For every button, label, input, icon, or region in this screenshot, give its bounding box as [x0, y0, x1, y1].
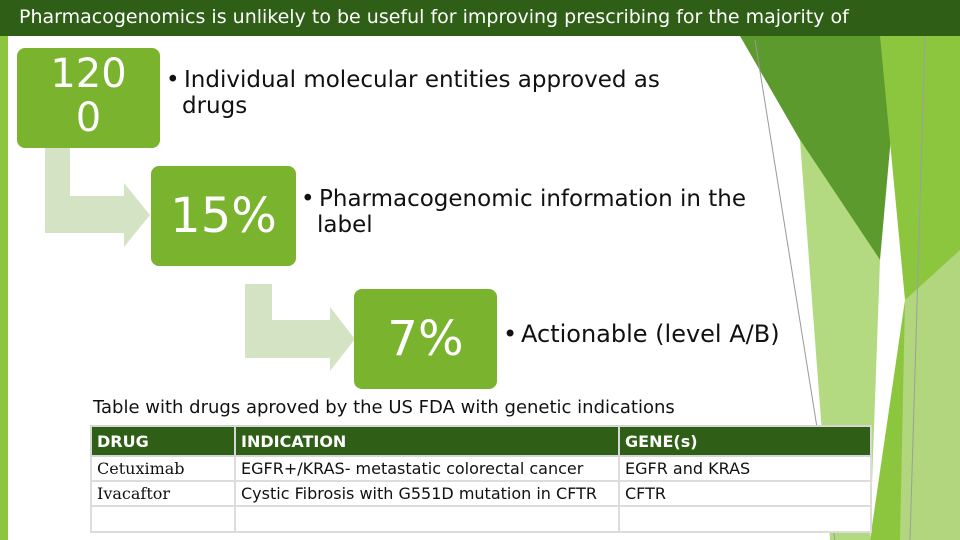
- table-row-empty: [90, 505, 872, 533]
- step-value-1-line2: 0: [75, 95, 102, 141]
- arrow-step2-to-step3: [245, 284, 355, 371]
- drug-table: DRUG INDICATION GENE(s) Cetuximab EGFR+/…: [90, 425, 872, 533]
- cell-drug: Ivacaftor: [90, 480, 236, 507]
- table-caption: Table with drugs aproved by the US FDA w…: [93, 397, 675, 418]
- deco-left-edge-bar: [0, 36, 8, 540]
- table-row: Ivacaftor Cystic Fibrosis with G551D mut…: [90, 480, 872, 507]
- step-value-2: 15%: [170, 188, 277, 244]
- table-header-row: DRUG INDICATION GENE(s): [90, 425, 872, 457]
- bullet-dot: •: [166, 67, 180, 93]
- table-row: Cetuximab EGFR+/KRAS- metastatic colorec…: [90, 455, 872, 482]
- deco-thin-line-2: [909, 35, 926, 540]
- step-text-2-line1: Pharmacogenomic information in the: [319, 186, 747, 212]
- step-value-1-line1: 120: [50, 51, 127, 97]
- step-box-2: 15%: [151, 166, 296, 266]
- cell-indication: EGFR+/KRAS- metastatic colorectal cancer: [234, 455, 620, 482]
- arrow-step1-to-step2: [45, 148, 150, 247]
- cell-empty: [234, 505, 620, 533]
- step-text-1: • Individual molecular entities approved …: [166, 67, 726, 119]
- header-indication: INDICATION: [234, 425, 620, 457]
- cell-genes: EGFR and KRAS: [618, 455, 872, 482]
- header-drug: DRUG: [90, 425, 236, 457]
- step-text-1-line2: drugs: [182, 93, 248, 119]
- step-box-3: 7%: [354, 289, 497, 389]
- step-text-1-line1: Individual molecular entities approved a…: [184, 67, 660, 93]
- cell-empty: [90, 505, 236, 533]
- bullet-dot: •: [301, 186, 315, 212]
- step-text-3-line1: Actionable (level A/B): [521, 320, 780, 348]
- bullet-dot: •: [503, 320, 518, 348]
- step-text-3: • Actionable (level A/B): [503, 321, 833, 347]
- step-value-3: 7%: [387, 311, 464, 367]
- step-text-2-line2: label: [317, 212, 373, 238]
- step-text-2: • Pharmacogenomic information in the labe…: [301, 186, 791, 238]
- deco-pale-green-shape: [900, 250, 960, 540]
- step-box-1: 120 0: [17, 48, 160, 148]
- cell-indication: Cystic Fibrosis with G551D mutation in C…: [234, 480, 620, 507]
- slide-title: Pharmacogenomics is unlikely to be usefu…: [0, 0, 960, 36]
- header-genes: GENE(s): [618, 425, 872, 457]
- cell-empty: [618, 505, 872, 533]
- cell-genes: CFTR: [618, 480, 872, 507]
- deco-dark-green-shape: [740, 36, 900, 260]
- cell-drug: Cetuximab: [90, 455, 236, 482]
